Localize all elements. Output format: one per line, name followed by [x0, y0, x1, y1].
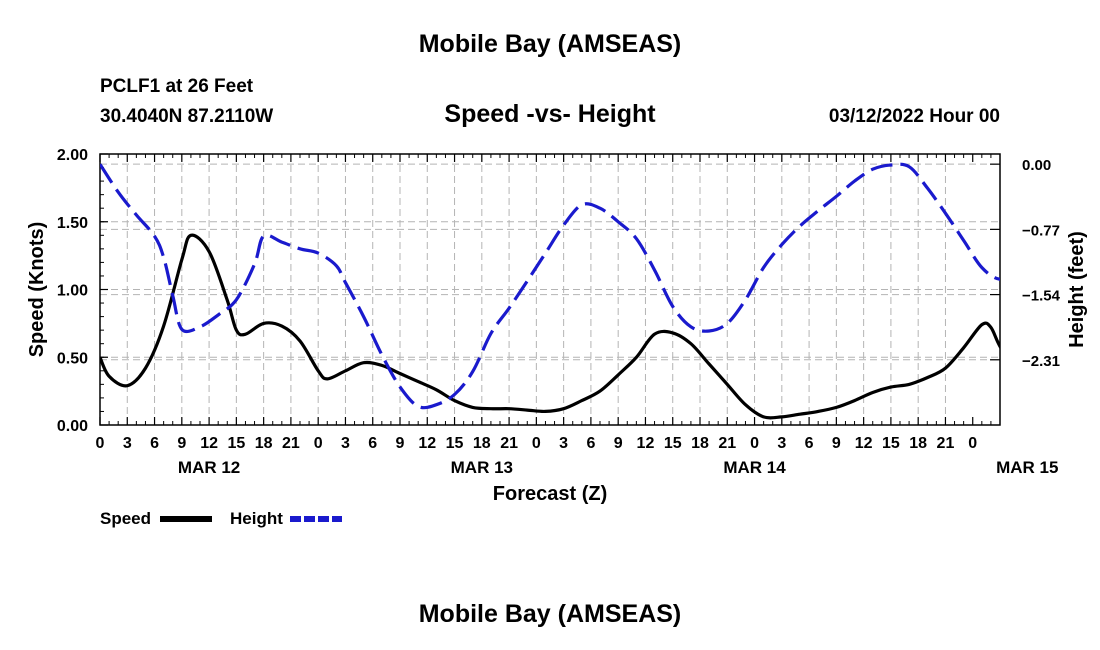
- x-tick-label: 3: [123, 435, 132, 452]
- y-tick-label: 0.50: [57, 350, 88, 367]
- station-label: PCLF1 at 26 Feet: [100, 76, 254, 97]
- series-lines: [100, 162, 1000, 420]
- x-tick-label: 6: [805, 435, 814, 452]
- x-tick-label: 12: [855, 435, 873, 452]
- x-tick-label: 0: [314, 435, 323, 452]
- x-tick-label: 6: [368, 435, 377, 452]
- y-tick-label: 2.00: [57, 147, 88, 164]
- forecast-datetime: 03/12/2022 Hour 00: [828, 106, 1000, 127]
- x-tick-label: 0: [750, 435, 759, 452]
- x-tick-label: 0: [96, 435, 105, 452]
- x-tick-label: 15: [882, 435, 900, 452]
- y2-axis-title: Height (feet): [1066, 231, 1088, 348]
- y-axis-title: Speed (Knots): [26, 222, 48, 358]
- x-tick-label: 15: [446, 435, 464, 452]
- x-tick-label: 21: [718, 435, 736, 452]
- y2-tick-label: −1.54: [1022, 288, 1061, 305]
- coordinates-label: 30.4040N 87.2110W: [100, 106, 274, 127]
- series-speed-line: [100, 233, 1000, 420]
- x-tick-label: 12: [200, 435, 218, 452]
- x-date-label: MAR 14: [723, 458, 786, 477]
- x-tick-label: 3: [559, 435, 568, 452]
- x-tick-label: 18: [909, 435, 927, 452]
- x-tick-label: 21: [282, 435, 300, 452]
- legend-speed-swatch: [160, 516, 212, 522]
- axis-labels: 0 3 6 9 12 15 18 21 0 3 6 9 12 15 18 21 0 3 6 9 12 15 18 21 0 3 6 9…: [26, 147, 1088, 505]
- plot-frame: [99, 153, 1001, 426]
- x-tick-label: 12: [418, 435, 436, 452]
- x-tick-label: 21: [500, 435, 518, 452]
- x-tick-label: 0: [532, 435, 541, 452]
- x-axis-title: Forecast (Z): [493, 483, 607, 505]
- grid-lines: [100, 154, 1000, 425]
- x-tick-label: 3: [777, 435, 786, 452]
- y2-tick-label: −0.77: [1022, 222, 1060, 239]
- legend-speed-label: Speed: [100, 509, 152, 528]
- x-date-label: MAR 13: [451, 458, 513, 477]
- main-title: Mobile Bay (AMSEAS): [418, 30, 682, 58]
- y2-tick-label: 0.00: [1022, 157, 1051, 174]
- legend-height-label: Height: [230, 509, 283, 528]
- x-tick-label: 9: [832, 435, 841, 452]
- x-tick-label: 0: [968, 435, 977, 452]
- x-tick-label: 9: [177, 435, 186, 452]
- x-tick-label: 18: [691, 435, 709, 452]
- series-height-line: [100, 162, 1000, 410]
- x-tick-label: 15: [227, 435, 245, 452]
- x-tick-label: 15: [664, 435, 682, 452]
- x-tick-label: 9: [396, 435, 405, 452]
- footer-title: Mobile Bay (AMSEAS): [418, 600, 682, 628]
- y-tick-label: 0.00: [57, 418, 88, 435]
- chart-subtitle: Speed -vs- Height: [444, 100, 656, 128]
- x-date-label: MAR 15: [996, 458, 1058, 477]
- x-tick-label: 18: [473, 435, 491, 452]
- y-tick-label: 1.00: [57, 283, 88, 300]
- x-tick-label: 9: [614, 435, 623, 452]
- x-tick-label: 6: [586, 435, 595, 452]
- x-tick-label: 21: [937, 435, 955, 452]
- chart-axes: [99, 153, 1001, 426]
- x-tick-label: 6: [150, 435, 159, 452]
- legend-height-swatch: [290, 516, 342, 522]
- x-date-label: MAR 12: [178, 458, 240, 477]
- y-tick-label: 1.50: [57, 215, 88, 232]
- y2-tick-label: −2.31: [1022, 353, 1060, 370]
- x-tick-label: 12: [637, 435, 655, 452]
- x-tick-label: 3: [341, 435, 350, 452]
- x-tick-label: 18: [255, 435, 273, 452]
